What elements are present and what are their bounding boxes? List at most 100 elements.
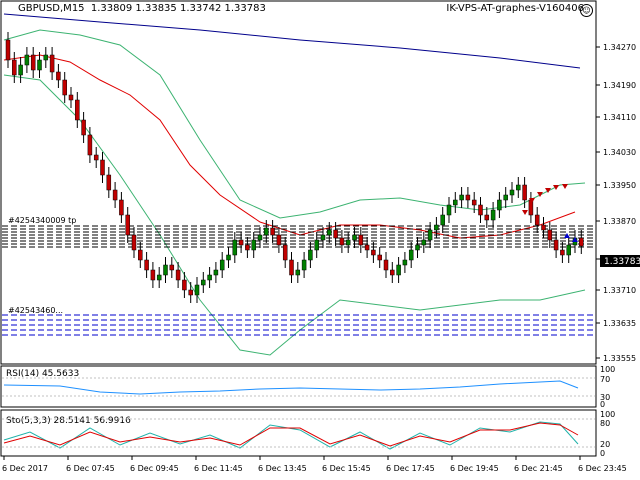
candle-body [490, 209, 496, 221]
rsi-line [3, 380, 579, 395]
order-lines [2, 225, 595, 336]
price-tick-label: 1.33710 [603, 286, 636, 295]
candle-body [497, 199, 502, 211]
rsi-tick-70: 70 [600, 375, 610, 384]
rsi-tick-0: 0 [600, 400, 605, 409]
moving-averages [3, 13, 581, 239]
candle-body [5, 39, 11, 61]
rsi-tick-30: 30 [600, 393, 610, 402]
price-axis: 1.34270 1.34190 1.34110 1.34030 1.33950 1.338… [596, 43, 636, 363]
candle-body [163, 264, 168, 276]
candle-body [408, 249, 414, 261]
order-label-lower: #42543460... [8, 306, 63, 315]
candle-body [75, 99, 80, 121]
time-tick-label: 6 Dec 15:45 [322, 464, 371, 473]
candle-body [238, 239, 244, 246]
candle-body [37, 59, 42, 71]
candle-body [396, 264, 401, 276]
candle-body [327, 229, 332, 236]
time-tick-label: 6 Dec 19:45 [450, 464, 499, 473]
candle-body [201, 279, 206, 286]
buy-arrow [564, 233, 570, 238]
stochastic-panel[interactable] [0, 409, 597, 457]
sell-arrow [522, 210, 528, 215]
candle-body [534, 214, 540, 226]
candle-body [106, 174, 112, 191]
candle-body [251, 239, 256, 251]
stoch-tick-20: 20 [600, 440, 610, 449]
sell-arrow [553, 185, 559, 190]
price-tick-label: 1.34190 [603, 81, 636, 90]
candle-body [471, 199, 477, 206]
candle-body [18, 64, 23, 76]
sell-arrow [537, 192, 543, 197]
candle-body [175, 269, 181, 281]
candle-body [93, 154, 99, 161]
price-tick-label: 1.34110 [603, 113, 636, 122]
candle-body [194, 284, 200, 296]
candle-body [276, 234, 282, 246]
time-tick-label: 6 Dec 13:45 [258, 464, 307, 473]
main-price-panel[interactable] [0, 0, 597, 365]
trade-arrows [522, 184, 578, 242]
candle-body [446, 204, 452, 216]
candle-body [320, 234, 326, 241]
candle-body [219, 259, 225, 271]
candle-body [566, 244, 571, 256]
price-tick-label: 1.33950 [603, 181, 636, 190]
sell-arrow [562, 184, 568, 189]
price-tick-label: 1.34270 [603, 43, 636, 52]
smiley-icon: ☺ [580, 4, 593, 17]
candle-body [478, 204, 483, 216]
candle-body [68, 94, 74, 101]
candle-body [24, 54, 30, 66]
candle-body [314, 239, 319, 251]
candle-body [62, 79, 67, 96]
candle-body [390, 269, 395, 276]
candle-body [516, 184, 521, 191]
candle-body [522, 184, 527, 201]
candle-body [112, 189, 118, 201]
candle-body [383, 259, 389, 271]
candle-body [264, 227, 269, 236]
candle-body [459, 194, 464, 201]
candle-body [453, 199, 458, 206]
candle-body [427, 229, 433, 241]
candle-body [421, 239, 427, 246]
candle-body [308, 249, 313, 261]
stoch-signal-series [3, 422, 579, 447]
candle-body [465, 194, 471, 201]
candle-body [100, 159, 105, 176]
candle-body [509, 189, 515, 196]
candle-body [402, 259, 408, 266]
bollinger-lower [3, 74, 586, 356]
candle-body [87, 134, 93, 156]
candle-body [138, 249, 143, 261]
rsi-panel[interactable] [0, 365, 597, 408]
candle-body [377, 254, 382, 261]
order-label-upper: #4254340009 tp [8, 216, 76, 225]
candle-body [579, 237, 584, 247]
current-price-label: 1.33783 [604, 257, 640, 267]
candle-body [415, 244, 420, 251]
stoch-tick-0: 0 [600, 449, 605, 458]
candle-body [547, 229, 553, 241]
candle-body [245, 244, 250, 251]
candle-body [131, 234, 137, 251]
candle-body [56, 71, 61, 81]
stoch-main-series [3, 421, 579, 450]
stochastic-lines [3, 421, 579, 450]
candle-body [560, 249, 565, 256]
stoch-label: Sto(5,3,3) 28.5141 56.9916 [6, 416, 131, 426]
candle-body [119, 199, 124, 216]
candle-body [207, 274, 212, 281]
candle-body [352, 234, 357, 241]
candle-body [188, 289, 193, 296]
candle-body [371, 249, 376, 256]
candle-body [156, 274, 162, 281]
candle-body [289, 259, 294, 276]
candle-body [434, 224, 439, 231]
candle-body [282, 244, 288, 261]
